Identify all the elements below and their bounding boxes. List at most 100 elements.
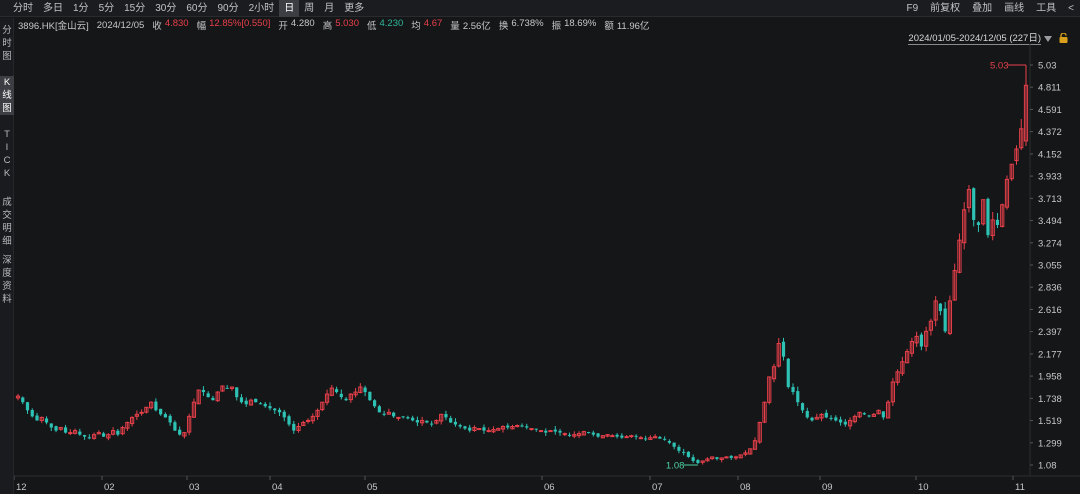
tab-5[interactable]: 30分: [155, 2, 177, 14]
candle-body: [477, 428, 482, 431]
candle-body: [482, 427, 486, 431]
x-tick-label: 05: [367, 482, 378, 493]
low-marker-label: 1.08: [666, 461, 685, 472]
y-tick-label: 2.616: [1038, 305, 1062, 316]
candle-body: [125, 421, 130, 429]
candle-body: [458, 424, 462, 427]
candle-body: [852, 415, 857, 423]
tab-11[interactable]: 月: [324, 2, 335, 14]
candle-body: [624, 436, 629, 439]
candle-body: [211, 397, 215, 401]
candle-body: [1014, 148, 1019, 162]
candle-body: [757, 421, 762, 443]
tab-6[interactable]: 60分: [186, 2, 208, 14]
candle-body: [1023, 84, 1029, 142]
candle-body: [96, 432, 101, 435]
candle-body: [377, 406, 381, 413]
tab-2[interactable]: 1分: [73, 2, 89, 14]
candle-body: [87, 437, 91, 439]
candle-body: [752, 440, 758, 450]
sidebar-item-4[interactable]: 深度资料: [2, 255, 12, 305]
y-tick-label: 4.372: [1038, 127, 1062, 138]
candle-body: [696, 460, 700, 463]
candle-body: [814, 416, 819, 420]
date-range-selector[interactable]: 2024/01/05-2024/12/05 (227日): [908, 33, 1052, 45]
candle-body: [605, 434, 610, 437]
y-tick-label: 1.299: [1038, 438, 1062, 449]
candle-body: [905, 351, 910, 364]
y-tick-label: 4.811: [1038, 83, 1061, 94]
x-tick-label: 03: [189, 482, 200, 493]
toolbar-right-item-3[interactable]: 画线: [1004, 3, 1025, 14]
candle-body: [430, 423, 434, 425]
candle-body: [677, 446, 681, 451]
candle-body: [895, 371, 900, 383]
candle-body: [310, 415, 315, 422]
low-label: 低: [366, 21, 377, 32]
candle-body: [586, 432, 591, 434]
candle-body: [315, 409, 320, 417]
volume-value: 2.56亿: [462, 21, 491, 32]
candle-body: [258, 403, 263, 405]
candle-body: [220, 385, 225, 392]
candle-body: [567, 434, 572, 436]
y-tick-label: 5.03: [1038, 61, 1057, 72]
candle-body: [415, 420, 419, 423]
tab-9[interactable]: 日: [279, 0, 300, 17]
candle-body: [544, 430, 548, 433]
tab-0[interactable]: 分时: [13, 2, 33, 14]
candle-body: [962, 209, 967, 244]
candle-body: [49, 423, 53, 428]
toolbar-right-item-4[interactable]: 工具: [1036, 3, 1057, 14]
tab-3[interactable]: 5分: [98, 2, 115, 14]
sidebar-item-0[interactable]: 分时图: [2, 25, 12, 62]
candle-body: [729, 455, 733, 458]
open-label: 开: [278, 21, 288, 32]
toolbar-right-item-1[interactable]: 前复权: [930, 3, 961, 14]
candle-body: [800, 403, 805, 411]
swing-label: 振: [551, 21, 562, 32]
y-tick-label: 3.274: [1038, 238, 1062, 249]
candle-body: [876, 409, 881, 415]
candle-body: [776, 342, 781, 367]
candle-body: [534, 428, 538, 430]
tab-7[interactable]: 90分: [217, 2, 239, 14]
candle-body: [439, 413, 444, 422]
candle-body: [358, 386, 363, 393]
turnover-value: 6.738%: [511, 18, 544, 29]
x-tick-label: 09: [822, 482, 833, 493]
candle-body: [510, 426, 515, 430]
lock-icon[interactable]: [1059, 33, 1068, 43]
y-tick-label: 4.591: [1038, 105, 1062, 116]
candle-body: [282, 411, 286, 418]
tab-12[interactable]: 更多: [344, 2, 365, 14]
candle-body: [548, 430, 553, 433]
candle-body: [871, 413, 876, 417]
candle-body: [72, 430, 78, 434]
candle-body: [682, 451, 686, 453]
close-label: 收: [152, 21, 162, 32]
tab-8[interactable]: 2小时: [248, 2, 275, 14]
candle-body: [353, 391, 358, 396]
candle-body: [890, 381, 895, 403]
toolbar-right-item-2[interactable]: 叠加: [972, 3, 993, 14]
toolbar-right-item-0[interactable]: F9: [906, 3, 919, 14]
toolbar-right-item-5[interactable]: <: [1068, 3, 1074, 14]
avg-value: 4.67: [423, 18, 443, 29]
candle-body: [82, 435, 87, 437]
sidebar-item-3[interactable]: 成交明细: [2, 197, 12, 247]
tab-1[interactable]: 多日: [43, 2, 63, 14]
candle-body: [496, 428, 501, 431]
candle-body: [268, 406, 272, 409]
candle-body: [463, 426, 467, 429]
quote-date: 2024/12/05: [96, 19, 145, 31]
y-tick-label: 3.494: [1038, 216, 1062, 227]
tab-10[interactable]: 周: [304, 2, 315, 14]
candle-body: [957, 239, 962, 273]
candle-body: [881, 411, 885, 418]
candle-body: [781, 341, 786, 357]
tab-4[interactable]: 15分: [124, 2, 146, 14]
candle-body: [529, 428, 534, 431]
